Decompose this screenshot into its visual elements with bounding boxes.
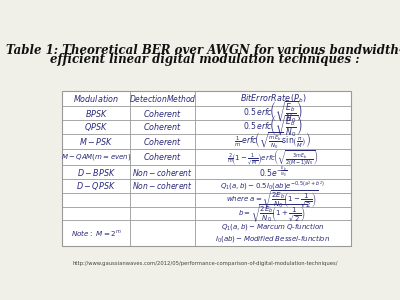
Text: $BPSK$: $BPSK$ bbox=[85, 108, 108, 119]
Text: $Non - coherent$: $Non - coherent$ bbox=[132, 167, 193, 178]
Text: $M - QAM(m = even)$: $M - QAM(m = even)$ bbox=[61, 152, 132, 162]
Text: $DetectionMethod$: $DetectionMethod$ bbox=[129, 93, 196, 104]
Text: $Modulation$: $Modulation$ bbox=[73, 93, 119, 104]
Text: $\frac{1}{m}\,erfc\!\left(\sqrt{\frac{mE_b}{N_0}}\sin\!\left(\frac{\pi}{M}\right: $\frac{1}{m}\,erfc\!\left(\sqrt{\frac{mE… bbox=[234, 131, 312, 152]
Text: $I_0(ab) - Modified\;Bessel\text{-}function$: $I_0(ab) - Modified\;Bessel\text{-}funct… bbox=[215, 233, 330, 244]
Text: $D - BPSK$: $D - BPSK$ bbox=[77, 167, 116, 178]
Text: http://www.gaussianwaves.com/2012/05/performance-comparison-of-digital-modulatio: http://www.gaussianwaves.com/2012/05/per… bbox=[72, 261, 338, 266]
Text: $0.5e^{-\frac{E_b}{N_0}}$: $0.5e^{-\frac{E_b}{N_0}}$ bbox=[259, 165, 287, 179]
Text: $where\;a = \sqrt{\dfrac{2E_b}{N_0}\!\left(1-\dfrac{1}{\sqrt{2}}\right)}$: $where\;a = \sqrt{\dfrac{2E_b}{N_0}\!\le… bbox=[226, 189, 319, 211]
Text: Table 1: Theoretical BER over AWGN for various bandwidth-: Table 1: Theoretical BER over AWGN for v… bbox=[6, 44, 400, 57]
Text: $Q_1(a,b) - 0.5I_0(ab)e^{-0.5(a^2+b^2)}$: $Q_1(a,b) - 0.5I_0(ab)e^{-0.5(a^2+b^2)}$ bbox=[220, 179, 326, 193]
Text: $Q_1(a,b) - Marcum\;Q\text{-}function$: $Q_1(a,b) - Marcum\;Q\text{-}function$ bbox=[221, 221, 325, 232]
Text: $Non - coherent$: $Non - coherent$ bbox=[132, 180, 193, 191]
Text: $Coherent$: $Coherent$ bbox=[143, 152, 182, 163]
Text: efficient linear digital modulation techniques :: efficient linear digital modulation tech… bbox=[50, 53, 360, 66]
Text: $QPSK$: $QPSK$ bbox=[84, 121, 108, 133]
Bar bbox=[62, 92, 351, 246]
Text: $Coherent$: $Coherent$ bbox=[143, 136, 182, 147]
Text: $0.5\,erfc\!\left(\sqrt{\dfrac{E_b}{N_0}}\right)$: $0.5\,erfc\!\left(\sqrt{\dfrac{E_b}{N_0}… bbox=[243, 100, 303, 126]
Text: $Note:\;M=2^m$: $Note:\;M=2^m$ bbox=[71, 228, 122, 238]
Text: $BitErrorRate\,(P_b)$: $BitErrorRate\,(P_b)$ bbox=[240, 93, 306, 105]
Text: $b = \sqrt{\dfrac{2E_b}{N_0}\!\left(1+\dfrac{1}{\sqrt{2}}\right)}$: $b = \sqrt{\dfrac{2E_b}{N_0}\!\left(1+\d… bbox=[238, 202, 308, 224]
Text: $0.5\,erfc\!\left(\sqrt{\dfrac{E_b}{N_0}}\right)$: $0.5\,erfc\!\left(\sqrt{\dfrac{E_b}{N_0}… bbox=[243, 114, 303, 140]
Text: $Coherent$: $Coherent$ bbox=[143, 108, 182, 119]
Text: $M - PSK$: $M - PSK$ bbox=[79, 136, 114, 147]
Text: $Coherent$: $Coherent$ bbox=[143, 122, 182, 133]
Text: $\frac{2}{m}\!\left(1-\frac{1}{\sqrt{M}}\right)erfc\!\left(\sqrt{\frac{3mE_b}{2(: $\frac{2}{m}\!\left(1-\frac{1}{\sqrt{M}}… bbox=[227, 147, 319, 167]
Text: $D - QPSK$: $D - QPSK$ bbox=[76, 180, 116, 192]
